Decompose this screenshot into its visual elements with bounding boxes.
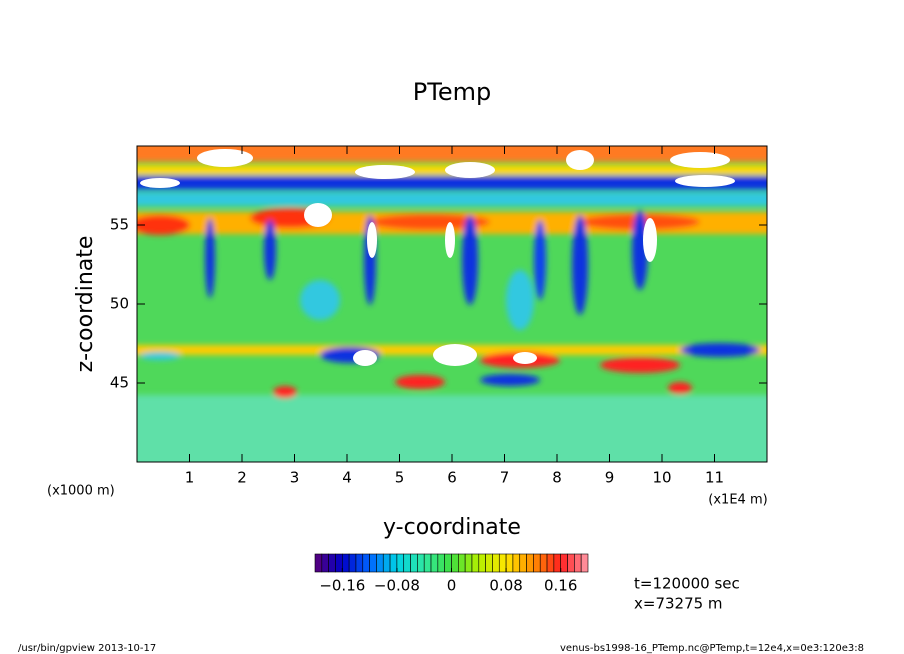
- colorbar-cell: [498, 553, 507, 573]
- colorbar-cell: [560, 553, 568, 573]
- x-tick-label: 4: [342, 469, 352, 487]
- colorbar-cell: [526, 553, 534, 573]
- y-unit: (x1000 m): [47, 484, 115, 499]
- colorbar-tick-label: −0.16: [319, 577, 365, 595]
- colorbar-cell: [328, 553, 336, 573]
- x-tick-label: 8: [552, 469, 562, 487]
- colorbar-cell: [451, 553, 459, 573]
- colorbar-cell: [430, 553, 439, 573]
- colorbar-cell: [341, 553, 350, 573]
- colorbar-cell: [417, 553, 425, 573]
- x-tick-label: 10: [652, 469, 671, 487]
- y-axis-label: z-coordinate: [73, 236, 98, 373]
- y-tick-label: 50: [110, 295, 129, 313]
- colorbar-cell: [348, 553, 357, 573]
- colorbar-cell: [396, 553, 405, 573]
- colorbar-cell: [335, 553, 343, 573]
- colorbar-cell: [389, 553, 398, 573]
- colorbar-tick-label: 0.08: [489, 577, 522, 595]
- colorbar-cell: [464, 553, 473, 573]
- colorbar-cell: [403, 553, 411, 573]
- colorbar-cell: [505, 553, 514, 573]
- colorbar-cell: [471, 553, 480, 573]
- colorbar-cell: [458, 553, 466, 573]
- colorbar-cell: [519, 553, 527, 573]
- colorbar-cell: [355, 553, 364, 573]
- footer: /usr/bin/gpview 2013-10-17: [18, 643, 156, 654]
- colorbar-cell: [362, 553, 370, 573]
- colorbar-cell: [492, 553, 500, 573]
- colorbar-tick-label: 0: [447, 577, 457, 595]
- chart-title: PTemp: [413, 78, 491, 106]
- colorbar-cell: [574, 553, 582, 573]
- colorbar-tick-label: −0.08: [374, 577, 420, 595]
- colorbar-cell: [478, 553, 486, 573]
- note: x=73275 m: [634, 595, 723, 613]
- colorbar-cell: [321, 553, 329, 573]
- x-tick-label: 3: [290, 469, 300, 487]
- x-tick-label: 1: [185, 469, 195, 487]
- colorbar-cell: [376, 553, 384, 573]
- colorbar-cell: [423, 553, 432, 573]
- x-unit: (x1E4 m): [708, 493, 767, 508]
- colorbar-cell: [539, 553, 548, 573]
- colorbar-cell: [580, 553, 589, 573]
- colorbar-cell: [369, 553, 377, 573]
- x-axis-label: y-coordinate: [383, 515, 521, 540]
- y-tick-label: 55: [110, 216, 129, 234]
- colorbar-cell: [437, 553, 445, 573]
- footer: venus-bs1998-16_PTemp.nc@PTemp,t=12e4,x=…: [560, 643, 864, 654]
- colorbar-cell: [410, 553, 418, 573]
- x-tick-label: 2: [237, 469, 247, 487]
- colorbar-cell: [382, 553, 391, 573]
- colorbar-cell: [567, 553, 575, 573]
- colorbar-cell: [553, 553, 561, 573]
- x-tick-label: 6: [447, 469, 457, 487]
- colorbar-cell: [512, 553, 521, 573]
- x-tick-label: 9: [605, 469, 615, 487]
- x-tick-label: 5: [395, 469, 405, 487]
- colorbar-tick-label: 0.16: [544, 577, 577, 595]
- colorbar-cell: [314, 553, 323, 573]
- x-tick-label: 7: [500, 469, 510, 487]
- y-tick-label: 45: [110, 374, 129, 392]
- colorbar-cell: [533, 553, 541, 573]
- colorbar-cell: [444, 553, 452, 573]
- field: [137, 146, 767, 462]
- colorbar-cell: [485, 553, 493, 573]
- x-tick-label: 11: [705, 469, 724, 487]
- note: t=120000 sec: [634, 575, 740, 593]
- colorbar-cell: [546, 553, 555, 573]
